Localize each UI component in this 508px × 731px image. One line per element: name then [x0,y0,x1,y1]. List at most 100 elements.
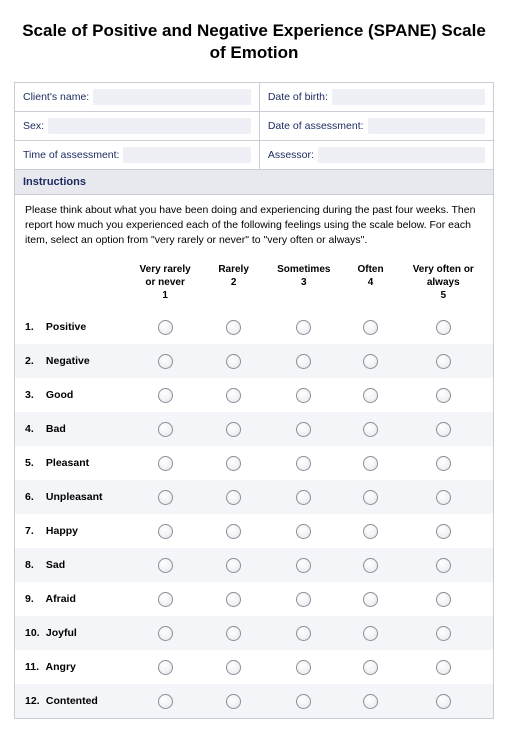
radio-button[interactable] [296,558,311,573]
scale-row-label: 1. Positive [15,310,123,344]
radio-button[interactable] [226,694,241,709]
input-toa[interactable] [123,147,250,163]
radio-button[interactable] [158,354,173,369]
radio-button[interactable] [158,388,173,403]
radio-button[interactable] [296,660,311,675]
radio-button[interactable] [363,694,378,709]
radio-button[interactable] [363,660,378,675]
radio-button[interactable] [436,626,451,641]
input-assessor[interactable] [318,147,485,163]
radio-button[interactable] [363,524,378,539]
radio-button[interactable] [296,422,311,437]
radio-button[interactable] [363,490,378,505]
scale-row-label: 11. Angry [15,650,123,684]
radio-button[interactable] [226,456,241,471]
radio-button[interactable] [226,490,241,505]
radio-button[interactable] [436,354,451,369]
scale-row-label: 8. Sad [15,548,123,582]
radio-button[interactable] [158,320,173,335]
scale-row: 5. Pleasant [15,446,493,480]
scale-cell [394,378,493,412]
field-sex: Sex: [15,112,260,141]
input-doa[interactable] [368,118,485,134]
radio-button[interactable] [226,558,241,573]
radio-button[interactable] [436,694,451,709]
radio-button[interactable] [226,660,241,675]
radio-button[interactable] [363,456,378,471]
scale-cell [123,480,207,514]
radio-button[interactable] [296,626,311,641]
scale-cell [394,310,493,344]
scale-cell [123,446,207,480]
scale-header-blank [15,257,123,310]
input-client-name[interactable] [93,89,251,105]
radio-button[interactable] [296,592,311,607]
radio-button[interactable] [363,422,378,437]
scale-cell [207,310,260,344]
radio-button[interactable] [158,558,173,573]
radio-button[interactable] [296,320,311,335]
radio-button[interactable] [363,592,378,607]
radio-button[interactable] [296,388,311,403]
radio-button[interactable] [363,388,378,403]
scale-row-label: 2. Negative [15,344,123,378]
radio-button[interactable] [158,490,173,505]
input-dob[interactable] [332,89,485,105]
scale-row: 6. Unpleasant [15,480,493,514]
radio-button[interactable] [296,354,311,369]
radio-button[interactable] [296,490,311,505]
scale-row-label: 4. Bad [15,412,123,446]
radio-button[interactable] [158,524,173,539]
input-sex[interactable] [48,118,251,134]
scale-cell [260,344,348,378]
scale-cell [348,616,394,650]
scale-cell [207,378,260,412]
radio-button[interactable] [436,456,451,471]
radio-button[interactable] [158,694,173,709]
scale-cell [394,480,493,514]
radio-button[interactable] [158,592,173,607]
radio-button[interactable] [226,320,241,335]
radio-button[interactable] [436,558,451,573]
scale-cell [394,616,493,650]
radio-button[interactable] [158,626,173,641]
radio-button[interactable] [226,354,241,369]
radio-button[interactable] [226,422,241,437]
radio-button[interactable] [363,558,378,573]
scale-cell [348,412,394,446]
radio-button[interactable] [296,694,311,709]
radio-button[interactable] [158,422,173,437]
radio-button[interactable] [363,626,378,641]
radio-button[interactable] [436,422,451,437]
scale-cell [348,446,394,480]
radio-button[interactable] [436,660,451,675]
scale-cell [260,650,348,684]
radio-button[interactable] [158,660,173,675]
radio-button[interactable] [436,320,451,335]
scale-cell [207,616,260,650]
radio-button[interactable] [296,524,311,539]
radio-button[interactable] [226,524,241,539]
scale-cell [207,446,260,480]
radio-button[interactable] [296,456,311,471]
form-container: Client's name: Date of birth: Sex: Date … [14,82,494,719]
scale-cell [123,378,207,412]
radio-button[interactable] [226,626,241,641]
radio-button[interactable] [363,320,378,335]
radio-button[interactable] [226,592,241,607]
radio-button[interactable] [363,354,378,369]
scale-cell [123,548,207,582]
radio-button[interactable] [436,490,451,505]
radio-button[interactable] [436,388,451,403]
radio-button[interactable] [158,456,173,471]
scale-cell [207,412,260,446]
label-client-name: Client's name: [23,91,89,103]
radio-button[interactable] [436,592,451,607]
scale-row-label: 12. Contented [15,684,123,718]
radio-button[interactable] [226,388,241,403]
scale-cell [348,310,394,344]
scale-cell [394,344,493,378]
scale-row: 12. Contented [15,684,493,718]
radio-button[interactable] [436,524,451,539]
scale-row: 11. Angry [15,650,493,684]
